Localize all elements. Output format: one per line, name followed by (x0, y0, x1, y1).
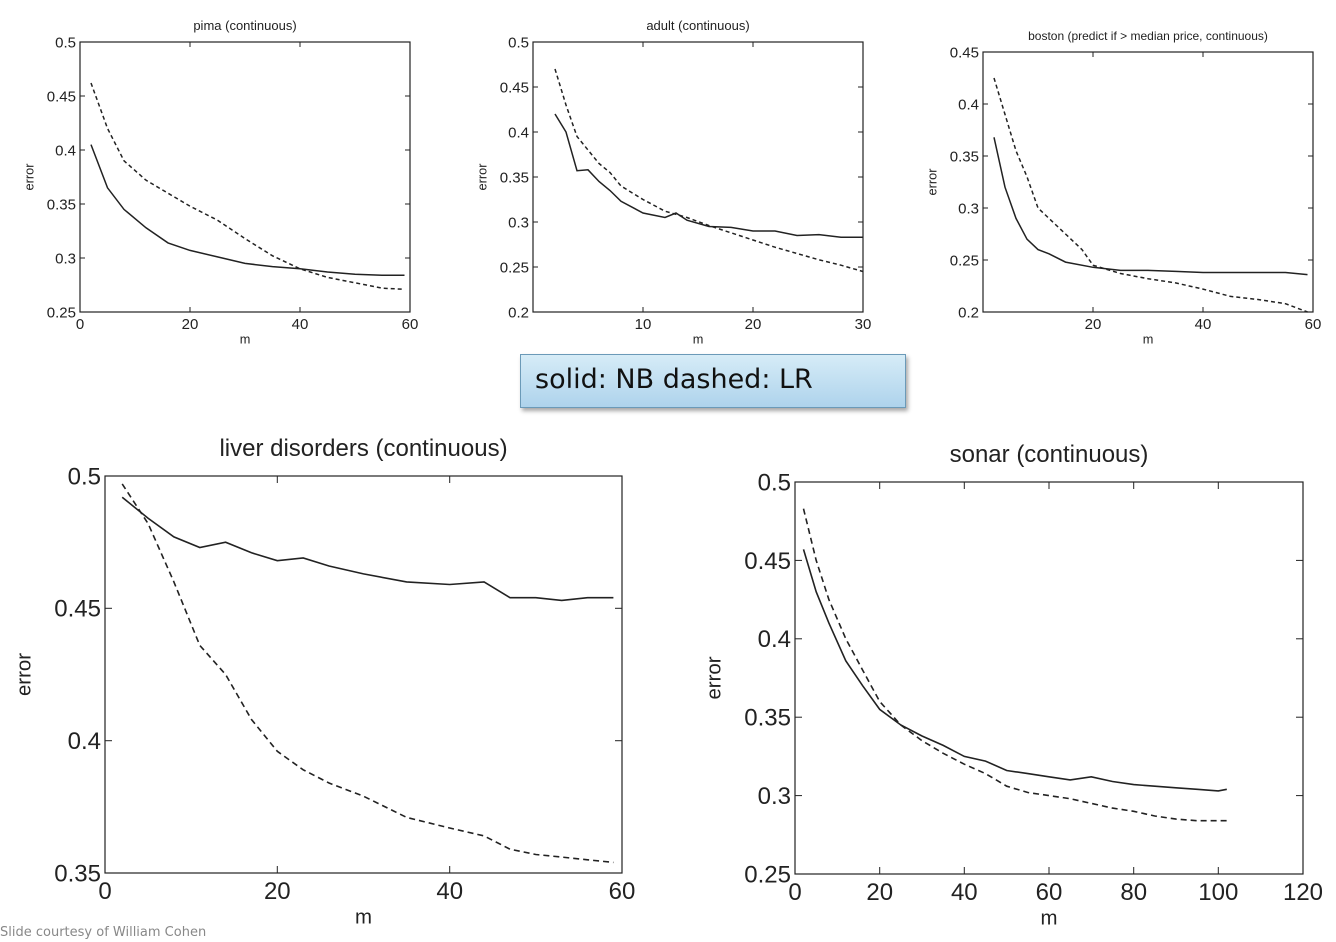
x-tick-label: 10 (635, 316, 652, 333)
plot-frame (982, 51, 1314, 313)
chart-title: sonar (continuous) (950, 441, 1149, 468)
chart-title: liver disorders (continuous) (219, 435, 507, 462)
y-tick-label: 0.35 (500, 169, 529, 186)
y-tick-label: 0.4 (68, 728, 101, 755)
y-tick-label: 0.35 (744, 705, 791, 732)
y-tick-label: 0.5 (55, 34, 76, 51)
x-tick-label: 80 (1120, 879, 1147, 906)
y-axis-label: error (925, 168, 940, 196)
x-tick-label: 40 (951, 879, 978, 906)
x-tick-label: 0 (76, 316, 84, 333)
y-tick-label: 0.25 (950, 252, 979, 269)
y-axis-label: error (704, 656, 726, 699)
y-tick-label: 0.4 (758, 626, 791, 653)
lr-series-line (90, 82, 405, 291)
x-axis-label: m (693, 332, 704, 347)
y-tick-label: 0.4 (508, 124, 529, 141)
x-tick-label: 20 (1085, 316, 1102, 333)
x-tick-label: 40 (1195, 316, 1212, 333)
y-axis-label: error (14, 653, 36, 696)
y-tick-label: 0.3 (958, 200, 979, 217)
chart-panel: liver disorders (continuous) 0 20 40 60 0.35 0… (14, 435, 636, 928)
y-axis-label: error (22, 163, 37, 191)
x-tick-label: 100 (1198, 879, 1238, 906)
lr-series-line (802, 508, 1227, 822)
y-axis-label: error (475, 163, 490, 191)
x-tick-label: 30 (855, 316, 872, 333)
nb-series-line (993, 137, 1308, 276)
x-tick-label: 20 (182, 316, 199, 333)
lr-series-line (993, 77, 1308, 313)
y-tick-label: 0.25 (47, 304, 76, 321)
x-tick-label: 60 (1305, 316, 1322, 333)
plot-frame (532, 41, 864, 313)
x-tick-label: 40 (436, 878, 463, 905)
x-tick-label: 20 (264, 878, 291, 905)
y-tick-label: 0.3 (508, 214, 529, 231)
chart-panel: pima (continuous) 0 20 40 60 0.25 0.3 0.35 0.4 0.… (22, 18, 419, 347)
y-tick-label: 0.45 (54, 596, 101, 623)
plot-frame (794, 481, 1304, 875)
y-tick-label: 0.5 (508, 34, 529, 51)
x-axis-label: m (1143, 332, 1154, 347)
nb-series-line (121, 496, 614, 602)
x-tick-label: 20 (866, 879, 893, 906)
nb-series-line (802, 549, 1227, 792)
x-tick-label: 60 (609, 878, 636, 905)
x-tick-label: 0 (788, 879, 801, 906)
y-tick-label: 0.35 (950, 148, 979, 165)
nb-series-line (554, 113, 863, 239)
x-tick-label: 20 (745, 316, 762, 333)
y-tick-label: 0.3 (55, 250, 76, 267)
x-tick-label: 120 (1283, 879, 1323, 906)
y-tick-label: 0.45 (744, 548, 791, 575)
nb-series-line (90, 144, 405, 277)
legend-note: solid: NB dashed: LR (520, 354, 906, 408)
plot-frame (104, 475, 623, 874)
chart-title: boston (predict if > median price, conti… (1028, 29, 1268, 43)
chart-title: adult (continuous) (646, 18, 749, 33)
y-tick-label: 0.3 (758, 783, 791, 810)
y-tick-label: 0.2 (508, 304, 529, 321)
x-axis-label: m (240, 332, 251, 347)
y-tick-label: 0.4 (958, 96, 979, 113)
y-tick-label: 0.25 (744, 861, 791, 888)
x-axis-label: m (1041, 907, 1058, 929)
lr-series-line (121, 483, 614, 864)
y-tick-label: 0.2 (958, 304, 979, 321)
x-axis-label: m (355, 906, 372, 928)
x-tick-label: 0 (98, 878, 111, 905)
chart-panel: adult (continuous) 10 20 30 0.2 0.25 0.3 0.35 0.… (475, 18, 872, 347)
y-tick-label: 0.25 (500, 259, 529, 276)
lr-series-line (554, 68, 864, 273)
chart-panel: boston (predict if > median price, conti… (925, 29, 1322, 347)
y-tick-label: 0.45 (500, 79, 529, 96)
y-tick-label: 0.4 (55, 142, 76, 159)
chart-panel: sonar (continuous) 0 20 40 60 80 100 120 0.25 0.3… (704, 441, 1323, 929)
x-tick-label: 40 (292, 316, 309, 333)
y-tick-label: 0.35 (47, 196, 76, 213)
y-tick-label: 0.5 (758, 469, 791, 496)
plot-frame (79, 41, 411, 313)
x-tick-label: 60 (1036, 879, 1063, 906)
y-tick-label: 0.45 (950, 44, 979, 61)
x-tick-label: 60 (402, 316, 419, 333)
slide-credit: Slide courtesy of William Cohen (0, 925, 207, 940)
y-tick-label: 0.35 (54, 860, 101, 887)
chart-title: pima (continuous) (193, 18, 296, 33)
y-tick-label: 0.5 (68, 463, 101, 490)
y-tick-label: 0.45 (47, 88, 76, 105)
